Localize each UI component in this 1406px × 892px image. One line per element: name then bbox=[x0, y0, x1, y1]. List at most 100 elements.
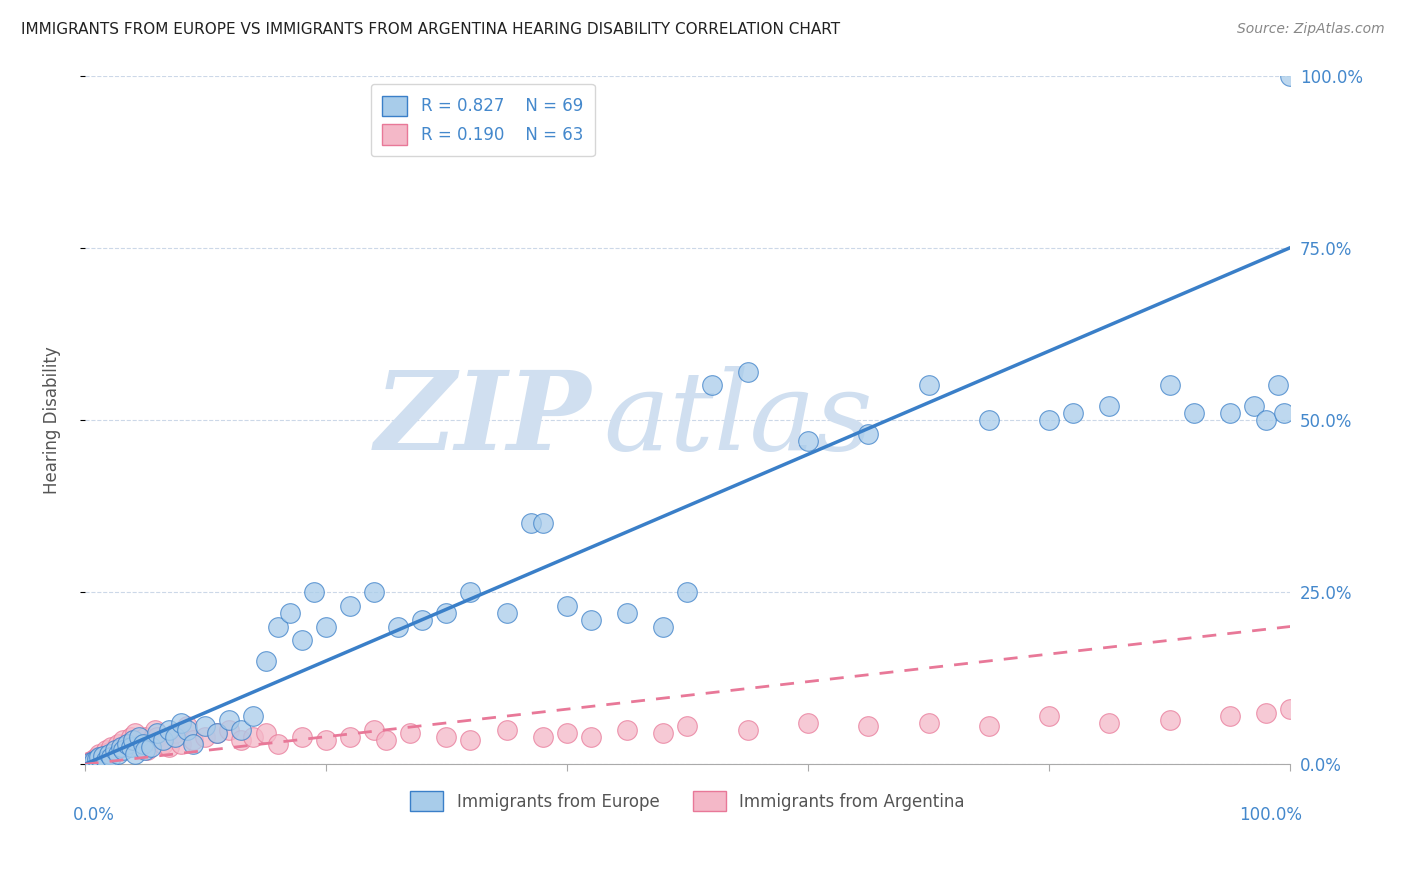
Point bbox=[1098, 715, 1121, 730]
Point bbox=[170, 737, 193, 751]
Point bbox=[858, 719, 880, 733]
Point bbox=[104, 743, 127, 757]
Text: IMMIGRANTS FROM EUROPE VS IMMIGRANTS FROM ARGENTINA HEARING DISABILITY CORRELATI: IMMIGRANTS FROM EUROPE VS IMMIGRANTS FRO… bbox=[21, 22, 841, 37]
Point bbox=[80, 755, 103, 769]
Point bbox=[399, 726, 422, 740]
Point bbox=[139, 740, 162, 755]
Y-axis label: Hearing Disability: Hearing Disability bbox=[44, 346, 60, 494]
Point bbox=[176, 719, 198, 733]
Point bbox=[128, 740, 150, 755]
Point bbox=[128, 730, 150, 744]
Point bbox=[165, 726, 187, 740]
Point bbox=[1098, 399, 1121, 413]
Point bbox=[1219, 406, 1241, 420]
Point bbox=[112, 743, 135, 757]
Point bbox=[115, 737, 138, 751]
Point bbox=[104, 743, 127, 757]
Point bbox=[676, 719, 699, 733]
Point bbox=[134, 743, 156, 757]
Point bbox=[124, 747, 146, 761]
Point bbox=[115, 737, 138, 751]
Point bbox=[124, 726, 146, 740]
Text: ZIP: ZIP bbox=[374, 366, 591, 474]
Point bbox=[231, 733, 253, 747]
Point bbox=[616, 723, 638, 737]
Point bbox=[387, 619, 409, 633]
Point bbox=[80, 754, 103, 768]
Point bbox=[652, 726, 675, 740]
Point bbox=[434, 730, 457, 744]
Point bbox=[89, 747, 111, 761]
Point bbox=[112, 733, 135, 747]
Point bbox=[83, 752, 105, 766]
Point bbox=[218, 723, 240, 737]
Point bbox=[1219, 709, 1241, 723]
Point bbox=[107, 737, 129, 751]
Point bbox=[519, 516, 541, 531]
Point bbox=[460, 733, 482, 747]
Point bbox=[1279, 702, 1302, 716]
Point bbox=[977, 719, 1000, 733]
Point bbox=[136, 743, 159, 757]
Point bbox=[495, 606, 517, 620]
Point bbox=[1159, 713, 1181, 727]
Point bbox=[107, 747, 129, 761]
Point bbox=[291, 730, 314, 744]
Point bbox=[146, 730, 169, 744]
Point bbox=[579, 730, 602, 744]
Point bbox=[700, 378, 723, 392]
Point bbox=[616, 606, 638, 620]
Point bbox=[266, 737, 288, 751]
Point bbox=[375, 733, 398, 747]
Text: 100.0%: 100.0% bbox=[1239, 805, 1302, 823]
Point bbox=[254, 654, 277, 668]
Point bbox=[555, 599, 578, 613]
Point bbox=[194, 719, 217, 733]
Point bbox=[120, 730, 142, 744]
Point bbox=[97, 745, 120, 759]
Point bbox=[531, 516, 554, 531]
Point bbox=[737, 723, 759, 737]
Point bbox=[1038, 709, 1060, 723]
Point bbox=[131, 737, 153, 751]
Point bbox=[91, 749, 114, 764]
Point bbox=[146, 726, 169, 740]
Legend: Immigrants from Europe, Immigrants from Argentina: Immigrants from Europe, Immigrants from … bbox=[404, 784, 972, 818]
Point bbox=[434, 606, 457, 620]
Point bbox=[977, 413, 1000, 427]
Point bbox=[1243, 399, 1265, 413]
Point bbox=[1254, 413, 1277, 427]
Point bbox=[1159, 378, 1181, 392]
Text: atlas: atlas bbox=[603, 366, 873, 474]
Point bbox=[86, 750, 108, 764]
Point bbox=[339, 730, 361, 744]
Point bbox=[1254, 706, 1277, 720]
Point bbox=[218, 713, 240, 727]
Point bbox=[110, 740, 132, 755]
Point bbox=[139, 733, 162, 747]
Point bbox=[207, 726, 229, 740]
Point bbox=[165, 730, 187, 744]
Point bbox=[302, 585, 325, 599]
Point bbox=[460, 585, 482, 599]
Point bbox=[1182, 406, 1205, 420]
Point bbox=[797, 715, 820, 730]
Point bbox=[242, 730, 264, 744]
Point bbox=[83, 754, 105, 768]
Point bbox=[143, 723, 166, 737]
Point bbox=[194, 730, 217, 744]
Point bbox=[737, 365, 759, 379]
Point bbox=[120, 740, 142, 755]
Point bbox=[134, 730, 156, 744]
Point bbox=[1272, 406, 1295, 420]
Point bbox=[555, 726, 578, 740]
Point bbox=[254, 726, 277, 740]
Point bbox=[917, 378, 939, 392]
Point bbox=[152, 733, 174, 747]
Point bbox=[363, 723, 385, 737]
Point bbox=[89, 750, 111, 764]
Point bbox=[676, 585, 699, 599]
Point bbox=[181, 737, 204, 751]
Point bbox=[242, 709, 264, 723]
Point bbox=[858, 426, 880, 441]
